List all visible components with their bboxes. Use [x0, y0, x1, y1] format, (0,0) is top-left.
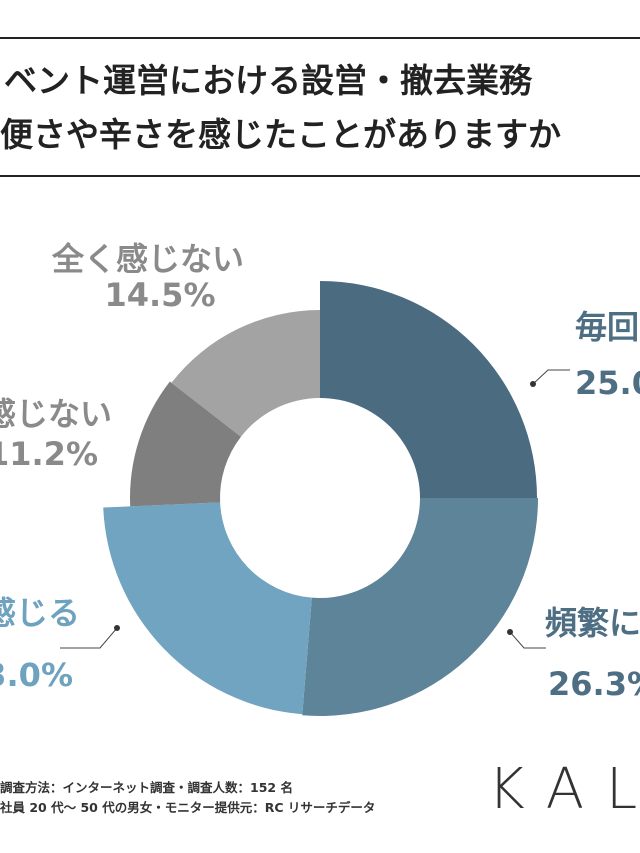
donut-slice	[130, 381, 241, 507]
footer-line: 社員 20 代〜 50 代の男女・モニター提供元：RC リサーチデータ	[0, 800, 375, 815]
donut-slice	[320, 281, 537, 498]
leader-dot	[507, 629, 513, 635]
value-label: 23.0%	[0, 656, 73, 694]
logo: KAL	[488, 757, 640, 822]
leader-line	[509, 631, 546, 649]
title-line: 便さや辛さを感じたことがありますか	[0, 115, 561, 154]
value-label: 25.0%	[575, 364, 640, 402]
leader-line	[532, 369, 570, 385]
leaders	[60, 369, 570, 649]
title-line: ベント運営における設営・撤去業務	[4, 61, 533, 100]
leader-line	[60, 627, 118, 649]
category-label: 感じない	[0, 395, 112, 433]
category-label: 頻繁に	[545, 604, 640, 642]
category-label: 毎回	[575, 308, 639, 346]
leader-dot	[114, 625, 120, 631]
value-label: 26.3%	[548, 665, 640, 703]
leader-dot	[530, 381, 536, 387]
footer-line: 調査方法：インターネット調査・調査人数：152 名	[0, 780, 293, 795]
category-label: 全く感じない	[51, 240, 244, 278]
donut-slice	[171, 310, 320, 437]
value-label: 14.5%	[104, 276, 215, 314]
donut-slice	[302, 498, 538, 716]
category-label: 感じる	[0, 594, 80, 632]
value-label: 11.2%	[0, 435, 98, 473]
donut-slice	[103, 502, 312, 715]
